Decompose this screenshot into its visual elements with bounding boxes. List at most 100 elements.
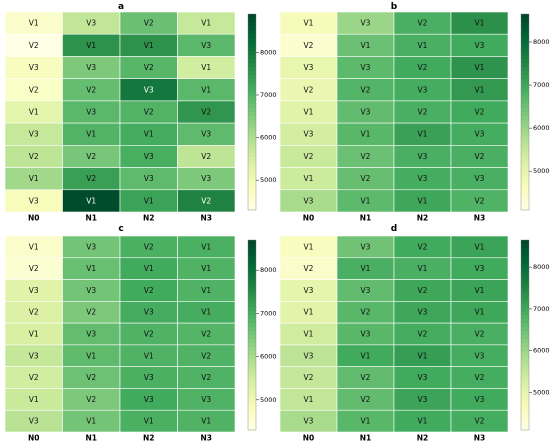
colorbar-segment: [248, 263, 256, 269]
cell-label: V3: [86, 19, 96, 28]
colorbar-segment: [248, 422, 256, 427]
colorbar-segment: [521, 390, 529, 395]
heatmap-cell: [177, 409, 236, 433]
x-tick-label: N0: [303, 214, 315, 223]
cell-label: V1: [418, 351, 428, 360]
colorbar-segment: [248, 251, 256, 257]
colorbar-segment: [521, 402, 529, 407]
cell-label: V3: [86, 63, 96, 72]
colorbar-segment: [521, 152, 529, 158]
cell-label: V2: [201, 108, 211, 117]
cell-label: V2: [86, 152, 96, 161]
cell-label: V3: [29, 63, 39, 72]
colorbar-segment: [521, 243, 529, 249]
colorbar-frame: [247, 13, 257, 211]
colorbar-segment: [248, 177, 256, 183]
colorbar-segment: [248, 161, 256, 166]
colorbar-segment: [521, 144, 529, 150]
colorbar-segment: [521, 18, 529, 23]
colorbar-segment: [521, 327, 529, 332]
colorbar-segment: [248, 26, 256, 31]
colorbar-segment: [521, 240, 529, 245]
colorbar-segment: [248, 398, 256, 403]
cell-label: V2: [361, 308, 371, 317]
colorbar-segment: [521, 418, 529, 423]
cell-label: V1: [361, 351, 371, 360]
colorbar-segment: [521, 75, 529, 80]
cell-label: V1: [201, 308, 211, 317]
x-tick-label: N1: [360, 214, 372, 223]
colorbar-segment: [248, 362, 256, 368]
cell-label: V2: [201, 330, 211, 339]
colorbar-segment: [521, 374, 529, 380]
cell-label: V3: [475, 130, 485, 139]
colorbar-segment: [521, 370, 529, 376]
cell-label: V1: [361, 196, 371, 205]
colorbar-frame: [520, 239, 530, 431]
colorbar-segment: [521, 287, 529, 293]
colorbar-segment: [521, 34, 529, 40]
colorbar-segment: [521, 177, 529, 183]
colorbar-segment: [521, 128, 529, 134]
x-tick-label: N0: [28, 214, 40, 223]
cell-label: V1: [144, 130, 154, 139]
cell-label: V3: [418, 174, 428, 183]
colorbar-segment: [521, 386, 529, 392]
heatmap-cell: [177, 189, 236, 213]
cell-label: V3: [304, 417, 314, 426]
x-tick-label: N2: [417, 434, 429, 443]
cell-label: V2: [475, 196, 485, 205]
cell-label: V2: [29, 373, 39, 382]
colorbar-segment: [248, 382, 256, 388]
colorbar-tick-label: 7000: [533, 81, 550, 89]
cell-label: V3: [29, 286, 39, 295]
colorbar-segment: [521, 346, 529, 352]
colorbar-segment: [248, 267, 256, 273]
x-tick-label: N3: [201, 214, 213, 223]
x-tick-label: N0: [303, 434, 315, 443]
colorbar-segment: [248, 58, 256, 64]
colorbar-segment: [521, 350, 529, 356]
colorbar-segment: [521, 422, 529, 427]
cell-label: V2: [201, 152, 211, 161]
cell-label: V2: [144, 330, 154, 339]
colorbar-segment: [521, 169, 529, 174]
colorbar-segment: [521, 58, 529, 64]
colorbar-segment: [248, 63, 256, 68]
colorbar-segment: [521, 87, 529, 93]
cell-label: V2: [29, 308, 39, 317]
cell-label: V1: [361, 264, 371, 273]
colorbar-segment: [248, 390, 256, 395]
cell-label: V2: [304, 264, 314, 273]
x-tick-label: N3: [201, 434, 213, 443]
cell-label: V3: [475, 395, 485, 404]
colorbar-segment: [521, 307, 529, 312]
cell-label: V2: [304, 373, 314, 382]
x-tick-label: N3: [474, 214, 486, 223]
colorbar-segment: [248, 247, 256, 253]
colorbar-segment: [248, 418, 256, 423]
colorbar-tick-label: 6000: [260, 353, 277, 361]
cell-label: V1: [144, 264, 154, 273]
colorbar-segment: [248, 342, 256, 348]
colorbar-segment: [248, 75, 256, 80]
colorbar-segment: [248, 91, 256, 97]
cell-label: V3: [304, 130, 314, 139]
x-tick-label: N0: [28, 434, 40, 443]
colorbar-segment: [248, 46, 256, 52]
cell-label: V1: [144, 41, 154, 50]
colorbar-segment: [521, 366, 529, 372]
colorbar-segment: [521, 197, 529, 203]
colorbar-segment: [248, 156, 256, 162]
cell-label: V1: [304, 242, 314, 251]
colorbar-segment: [521, 323, 529, 328]
colorbar-tick-label: 8000: [533, 38, 550, 46]
colorbar-segment: [248, 201, 256, 207]
cell-label: V3: [201, 395, 211, 404]
cell-label: V2: [86, 395, 96, 404]
cell-label: V3: [86, 286, 96, 295]
cell-label: V2: [475, 108, 485, 117]
cell-label: V2: [304, 152, 314, 161]
colorbar-segment: [248, 410, 256, 415]
